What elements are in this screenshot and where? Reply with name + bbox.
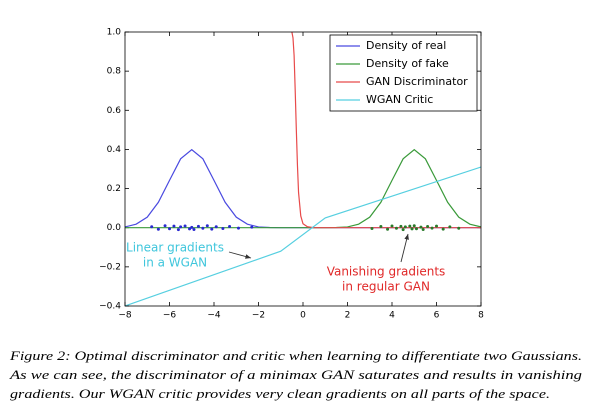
sample-point — [441, 227, 445, 231]
series-line — [291, 32, 481, 229]
sample-point — [176, 228, 180, 232]
sample-point — [435, 224, 438, 228]
sample-point — [250, 225, 254, 229]
x-tick-label: −6 — [163, 311, 177, 321]
y-tick-label: 0.2 — [107, 184, 121, 194]
plot-frame — [124, 31, 482, 307]
sample-point — [205, 224, 209, 228]
sample-point — [430, 226, 434, 230]
sample-point — [370, 226, 374, 230]
y-tick-label: −0.4 — [99, 302, 121, 312]
y-tick-label: −0.2 — [99, 262, 121, 272]
y-tick-label: 1.0 — [107, 28, 122, 38]
sample-point — [394, 226, 398, 230]
legend-label: WGAN Critic — [366, 93, 433, 106]
legend-label: Density of fake — [366, 57, 449, 70]
sample-point — [448, 225, 452, 229]
sample-point — [457, 226, 461, 230]
annotation: Vanishing gradients — [327, 265, 446, 279]
x-tick-label: 0 — [300, 311, 306, 321]
sample-point — [403, 225, 407, 229]
x-tick-label: −8 — [118, 311, 132, 321]
plot-area — [125, 32, 481, 306]
y-tick-label: 0.6 — [107, 106, 122, 116]
sample-point — [379, 225, 383, 229]
sample-point — [183, 224, 187, 228]
caption: gradients. Our WGAN critic provides very… — [10, 387, 550, 401]
sample-point — [210, 227, 214, 231]
legend-label: GAN Discriminator — [366, 75, 468, 88]
sample-point — [179, 225, 183, 229]
x-tick-label: 6 — [434, 311, 440, 321]
sample-point — [221, 226, 225, 230]
sample-point — [172, 224, 176, 228]
annotation: in regular GAN — [342, 280, 430, 294]
sample-point — [188, 227, 192, 231]
sample-point — [201, 226, 205, 230]
sample-point — [228, 225, 232, 229]
x-tick-label: 8 — [478, 311, 484, 321]
x-tick-label: 2 — [345, 311, 351, 321]
sample-point — [426, 225, 430, 229]
sample-point — [168, 227, 171, 231]
caption: Figure 2: Optimal discriminator and crit… — [9, 349, 582, 363]
sample-point — [412, 224, 416, 228]
sample-point — [386, 227, 390, 231]
y-tick-label: 0.8 — [107, 67, 122, 77]
legend-label: Density of real — [366, 39, 446, 52]
sample-point — [236, 226, 240, 230]
sample-point — [410, 227, 414, 231]
caption: As we can see, the discriminator of a mi… — [9, 368, 582, 382]
sample-point — [399, 224, 403, 228]
y-tick-label: 0.4 — [107, 145, 122, 155]
legend-box — [329, 34, 478, 112]
series-line — [125, 166, 481, 306]
annotation: Linear gradients — [126, 241, 224, 255]
sample-point — [414, 227, 418, 231]
sample-point — [419, 225, 423, 229]
y-tick-label: 0.0 — [107, 223, 122, 233]
x-tick-label: −4 — [207, 311, 221, 321]
sample-point — [196, 224, 200, 228]
annotation: in a WGAN — [143, 256, 207, 270]
sample-point — [421, 227, 425, 231]
sample-point — [390, 224, 394, 228]
sample-point — [214, 225, 218, 229]
sample-point — [163, 224, 167, 228]
arrow-head — [245, 254, 251, 259]
sample-point — [156, 227, 160, 231]
x-tick-label: 4 — [389, 311, 395, 321]
x-tick-label: −2 — [252, 311, 265, 321]
sample-point — [401, 228, 405, 232]
series-line — [125, 148, 481, 229]
arrow-head — [404, 234, 409, 240]
sample-point — [408, 224, 412, 228]
sample-point — [190, 225, 194, 229]
sample-point — [150, 225, 154, 229]
sample-point — [192, 227, 196, 231]
